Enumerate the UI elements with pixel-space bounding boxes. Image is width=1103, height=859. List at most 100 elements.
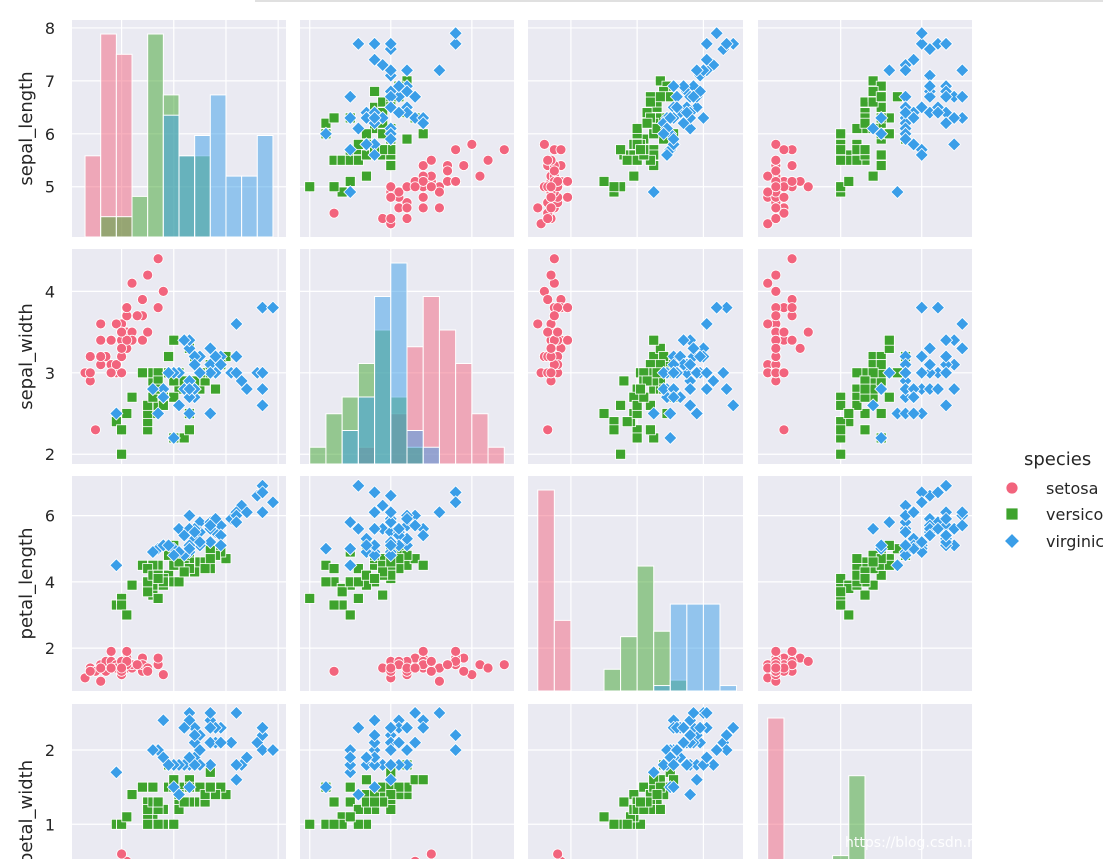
point-virginica (656, 757, 671, 772)
point-virginica (683, 398, 698, 413)
point-virginica (145, 544, 160, 560)
hist-bar-versicolor (848, 775, 866, 859)
point-versicolor (121, 811, 133, 823)
point-virginica (914, 147, 929, 163)
point-versicolor (654, 91, 666, 103)
point-virginica (699, 365, 714, 380)
y-tick-label-petal_width: 1 (45, 815, 55, 834)
point-virginica (359, 137, 374, 152)
legend-label-setosa: setosa (1046, 479, 1098, 498)
point-versicolor (328, 796, 340, 808)
point-virginica (203, 705, 218, 720)
point-virginica (448, 26, 463, 41)
point-virginica (367, 780, 382, 795)
point-virginica (182, 382, 197, 397)
point-virginica (689, 406, 704, 421)
point-virginica (882, 515, 897, 530)
y-tick-label-sepal_length: 8 (45, 19, 55, 38)
hist-bar-versicolor (325, 413, 343, 465)
point-versicolor (173, 576, 185, 588)
point-virginica (719, 300, 734, 315)
point-setosa (417, 202, 429, 214)
point-versicolor (328, 112, 340, 124)
point-versicolor (126, 579, 138, 591)
point-virginica (666, 780, 681, 795)
hist-bar-virginica (209, 94, 227, 238)
scatter-points (532, 26, 741, 230)
point-setosa (786, 334, 798, 346)
point-versicolor (116, 599, 127, 611)
point-virginica (367, 147, 382, 163)
point-setosa (385, 662, 397, 674)
hist-bar-setosa (422, 296, 440, 465)
y-tick-label-sepal_width: 2 (45, 445, 55, 464)
point-virginica (686, 705, 701, 720)
hist-bar-versicolor (131, 195, 149, 238)
point-setosa (450, 144, 462, 156)
point-setosa (770, 662, 782, 674)
point-setosa (131, 659, 143, 671)
point-virginica (882, 63, 897, 78)
point-virginica (699, 750, 714, 765)
point-virginica (383, 538, 398, 553)
point-setosa (482, 154, 494, 166)
point-virginica (683, 382, 698, 397)
point-virginica (182, 750, 197, 765)
point-virginica (676, 735, 691, 750)
point-setosa (545, 202, 557, 214)
panel-petal_length-vs-petal_length (528, 476, 743, 692)
point-virginica (367, 548, 382, 563)
hist-bar-virginica (194, 135, 211, 238)
point-virginica (955, 63, 970, 78)
point-virginica (938, 478, 954, 493)
point-setosa (786, 176, 798, 187)
point-virginica (716, 365, 731, 380)
point-setosa (425, 154, 437, 166)
point-setosa (770, 181, 782, 193)
point-virginica (890, 184, 905, 200)
point-virginica (938, 528, 954, 543)
point-virginica (656, 365, 671, 380)
point-virginica (343, 750, 358, 765)
point-virginica (699, 52, 714, 67)
point-setosa (434, 675, 445, 687)
point-versicolor (417, 774, 429, 786)
point-setosa (532, 318, 544, 330)
point-virginica (676, 333, 691, 348)
hist-bar-virginica (256, 135, 274, 238)
hist-bar-versicolor (620, 636, 638, 692)
point-setosa (498, 144, 510, 156)
point-virginica (255, 728, 270, 743)
point-versicolor (875, 149, 887, 161)
point-setosa (802, 655, 814, 667)
point-setosa (770, 310, 782, 322)
point-virginica (947, 137, 962, 152)
point-virginica (391, 79, 406, 94)
hist-bar-setosa (100, 33, 117, 238)
point-versicolor (615, 399, 626, 411)
point-setosa (425, 181, 437, 193)
scatter-points (304, 26, 510, 230)
point-setosa (142, 326, 154, 338)
point-versicolor (142, 586, 154, 598)
point-setosa (778, 191, 790, 203)
point-virginica (906, 406, 921, 421)
point-virginica (676, 720, 691, 735)
point-versicolor (635, 383, 646, 395)
point-versicolor (615, 144, 626, 156)
point-virginica (898, 365, 913, 380)
point-virginica (890, 558, 905, 573)
y-tick-label-sepal_width: 4 (45, 282, 55, 301)
hist-bar-versicolor (636, 565, 655, 692)
point-versicolor (352, 804, 364, 815)
point-versicolor (654, 804, 666, 815)
point-virginica (709, 26, 724, 41)
point-versicolor (608, 818, 620, 830)
point-versicolor (328, 818, 340, 830)
point-versicolor (867, 556, 879, 568)
point-versicolor (352, 818, 364, 830)
point-virginica (359, 750, 374, 765)
point-virginica (955, 316, 970, 331)
point-versicolor (835, 586, 847, 598)
point-virginica (930, 382, 946, 397)
